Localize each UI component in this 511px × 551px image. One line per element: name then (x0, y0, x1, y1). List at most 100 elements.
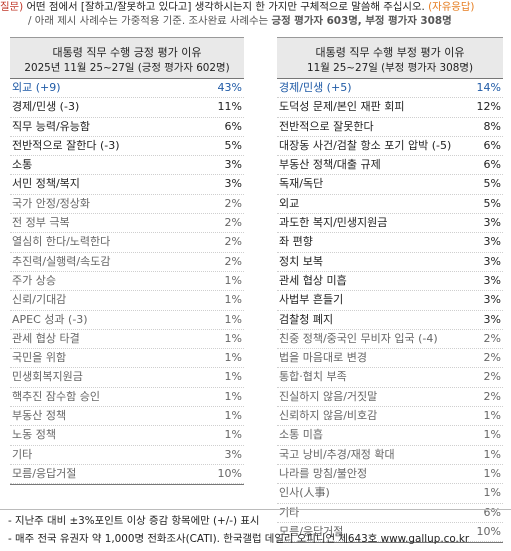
reason-percent: 3% (224, 177, 242, 191)
reason-row: 인사(人事) 1% (277, 484, 503, 504)
reason-row: 검찰청 폐지 3% (277, 311, 503, 330)
reason-row: 진실하지 않음/거짓말 2% (277, 388, 503, 408)
reason-label: 국가 안정/정상화 (12, 196, 91, 210)
reason-percent: 1% (483, 466, 501, 480)
reason-percent: 1% (483, 486, 501, 500)
reason-percent: 2% (224, 254, 242, 268)
reason-label: 주가 상승 (12, 273, 56, 287)
reason-label: 진실하지 않음/거짓말 (279, 389, 378, 403)
reason-row: 서민 정책/복지 3% (10, 175, 244, 195)
footnotes: - 지난주 대비 ±3%포인트 이상 증감 항목에만 (+/-) 표시 - 매주… (0, 509, 511, 548)
reason-row: 외교 5% (277, 195, 503, 215)
reason-label: 노동 정책 (12, 428, 56, 442)
reason-label: 통합·협치 부족 (279, 370, 347, 384)
positive-panel-subtitle: 2025년 11월 25~27일 (긍정 평가자 602명) (24, 62, 230, 74)
footnote-methodology: - 매주 전국 유권자 약 1,000명 전화조사(CATI). 한국갤럽 데일… (8, 533, 470, 545)
reason-percent: 1% (483, 447, 501, 461)
reason-label: 모름/응답거절 (12, 466, 77, 480)
reason-label: 모름/응답거절 (279, 524, 344, 538)
reason-percent: 2% (224, 196, 242, 210)
sample-counts: 긍정 평가자 603명, 부정 평가자 308명 (271, 15, 452, 27)
positive-panel-title: 대통령 직무 수행 긍정 평가 이유 (52, 46, 202, 59)
question-tag: (자유응답) (424, 1, 475, 13)
reason-row: 대장동 사건/검찰 항소 포기 압박 (-5) 6% (277, 137, 503, 157)
footnote-change-marker: - 지난주 대비 ±3%포인트 이상 증감 항목에만 (+/-) 표시 (8, 515, 260, 527)
reason-percent: 10% (476, 524, 501, 538)
negative-reasons-panel: 대통령 직무 수행 부정 평가 이유 11월 25~27일 (부정 평가자 30… (277, 37, 503, 544)
reason-row: 기타 6% (277, 504, 503, 523)
question-line-2: / 아래 제시 사례수는 가중적용 기준. 조사완료 사례수는 긍정 평가자 6… (0, 14, 511, 28)
reason-percent: 2% (224, 216, 242, 230)
question-prefix: 질문) (0, 1, 27, 13)
reason-label: 관세 협상 타결 (12, 331, 80, 345)
reason-percent: 6% (224, 119, 242, 133)
reason-percent: 3% (224, 447, 242, 461)
reason-label: 외교 (279, 196, 300, 210)
reason-percent: 14% (476, 81, 501, 94)
reason-row: 좌 편향 3% (277, 233, 503, 253)
reason-row: 모름/응답거절 10% (277, 523, 503, 543)
reason-percent: 10% (217, 466, 242, 480)
reason-row: 기타 3% (10, 446, 244, 465)
reason-percent: 6% (483, 505, 501, 519)
reason-row: 도덕성 문제/본인 재판 회피 12% (277, 98, 503, 118)
reason-percent: 2% (483, 389, 501, 403)
reason-label: 검찰청 폐지 (279, 312, 334, 326)
reason-label: 도덕성 문제/본인 재판 회피 (279, 100, 405, 114)
reason-row: 국고 낭비/추경/재정 확대 1% (277, 446, 503, 465)
reason-row: 경제/민생 (+5) 14% (277, 79, 503, 99)
reason-row: 정치 보복 3% (277, 253, 503, 272)
reason-label: 열심히 한다/노력한다 (12, 235, 111, 249)
reason-label: 신뢰하지 않음/비호감 (279, 409, 378, 423)
negative-panel-title: 대통령 직무 수행 부정 평가 이유 (315, 46, 465, 59)
reason-label: APEC 성과 (-3) (12, 312, 88, 326)
reason-label: 법을 마음대로 변경 (279, 351, 367, 365)
reason-row: 모름/응답거절 10% (10, 465, 244, 485)
reason-percent: 2% (483, 370, 501, 384)
reason-label: 경제/민생 (+5) (279, 81, 352, 94)
reason-percent: 3% (483, 312, 501, 326)
reason-row: 관세 협상 미흡 3% (277, 272, 503, 292)
reason-row: 소통 3% (10, 156, 244, 176)
question-main: 어떤 점에서 [잘하고/잘못하고 있다고] 생각하시는지 한 가지만 구체적으로… (26, 1, 425, 13)
positive-panel-header: 대통령 직무 수행 긍정 평가 이유 2025년 11월 25~27일 (긍정 … (10, 37, 244, 78)
reason-percent: 1% (224, 273, 242, 287)
reason-percent: 43% (217, 81, 242, 94)
reason-label: 전반적으로 잘한다 (-3) (12, 138, 120, 152)
reason-percent: 6% (483, 158, 501, 172)
reason-label: 부동산 정책 (12, 409, 67, 423)
reason-label: 전반적으로 잘못한다 (279, 119, 374, 133)
reason-percent: 8% (483, 119, 501, 133)
reason-percent: 5% (483, 196, 501, 210)
reason-label: 전 정부 극복 (12, 216, 70, 230)
reason-row: 추진력/실행력/속도감 2% (10, 253, 244, 272)
reason-row: 열심히 한다/노력한다 2% (10, 233, 244, 253)
negative-reasons-list: 경제/민생 (+5) 14% 도덕성 문제/본인 재판 회피 12% 전반적으로 잘못한… (277, 78, 503, 543)
negative-panel-subtitle: 11월 25~27일 (부정 평가자 308명) (307, 62, 473, 74)
reason-row: 친중 정책/중국인 무비자 입국 (-4) 2% (277, 330, 503, 350)
reason-percent: 1% (224, 293, 242, 307)
reason-label: 서민 정책/복지 (12, 177, 80, 191)
reason-label: 경제/민생 (-3) (12, 100, 80, 114)
reason-percent: 6% (483, 138, 501, 152)
reason-label: 소통 미흡 (279, 428, 323, 442)
reason-row: 국민을 위함 1% (10, 349, 244, 369)
reason-percent: 2% (483, 331, 501, 345)
reason-row: 핵추진 잠수함 승인 1% (10, 388, 244, 408)
reason-percent: 3% (483, 273, 501, 287)
reason-row: 부동산 정책 1% (10, 407, 244, 427)
reason-label: 부동산 정책/대출 규제 (279, 158, 381, 172)
reason-percent: 11% (217, 100, 242, 114)
reason-label: 국민을 위함 (12, 351, 67, 365)
reason-label: 외교 (+9) (12, 81, 61, 94)
reason-row: 통합·협치 부족 2% (277, 368, 503, 388)
reason-row: 소통 미흡 1% (277, 426, 503, 446)
reason-row: 과도한 복지/민생지원금 3% (277, 214, 503, 234)
reason-row: 나라를 망침/불안정 1% (277, 465, 503, 485)
reason-label: 정치 보복 (279, 254, 323, 268)
reason-row: 관세 협상 타결 1% (10, 330, 244, 350)
positive-reasons-panel: 대통령 직무 수행 긍정 평가 이유 2025년 11월 25~27일 (긍정 … (10, 37, 244, 486)
reason-percent: 1% (483, 428, 501, 442)
reason-row: 사법부 흔들기 3% (277, 291, 503, 311)
reason-percent: 2% (224, 235, 242, 249)
